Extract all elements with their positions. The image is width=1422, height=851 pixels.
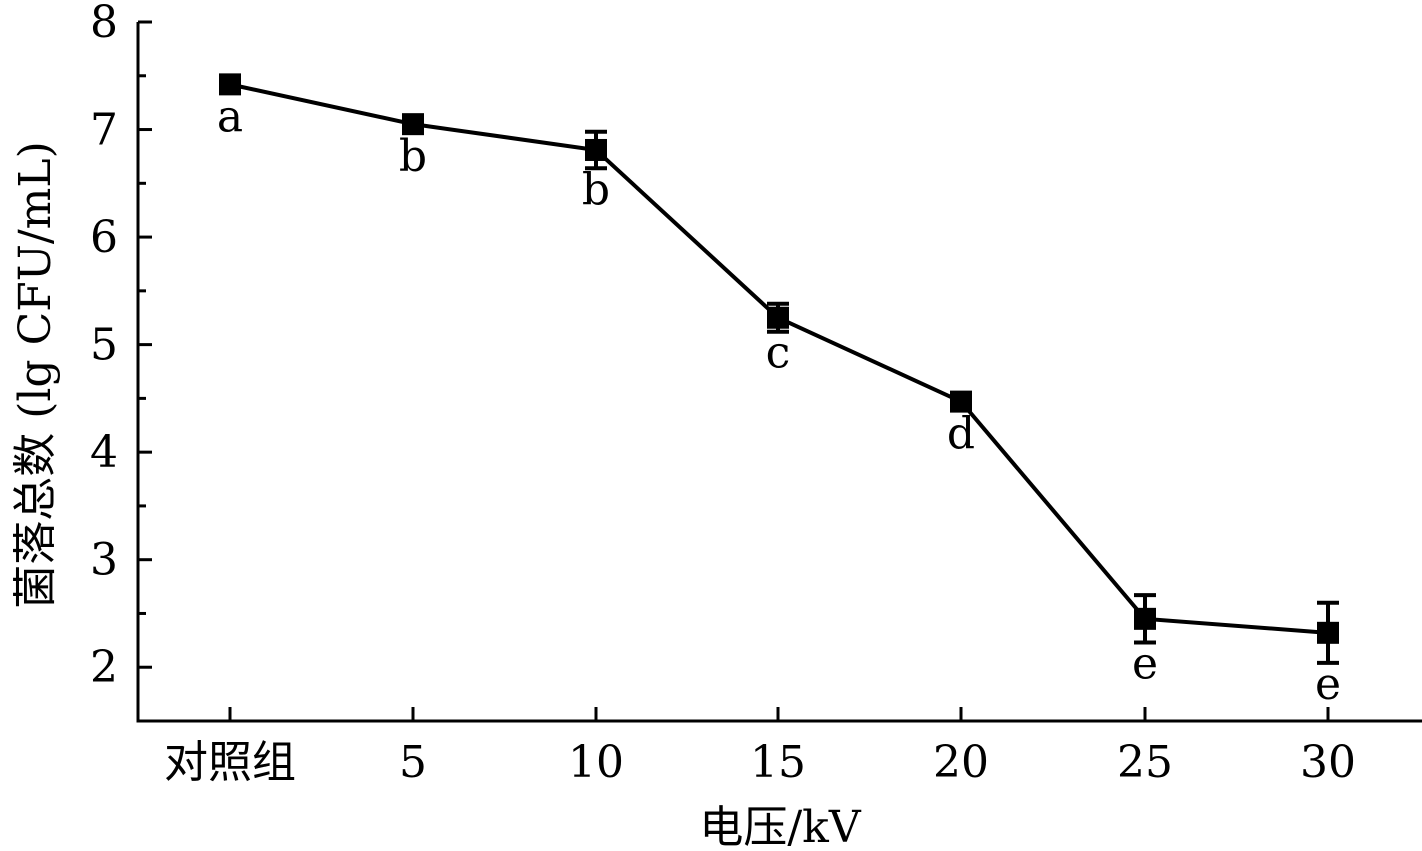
x-tick-label: 对照组 (164, 737, 296, 788)
y-axis: 2 3 4 5 6 7 8 (90, 0, 152, 723)
x-tick-label: 15 (750, 737, 806, 788)
data-point (1134, 607, 1156, 630)
x-axis-title: 电压/kV (699, 802, 861, 851)
y-tick-label: 2 (90, 642, 118, 693)
data-point (767, 306, 789, 329)
data-point (219, 73, 241, 96)
significance-letters: a b b c d e e (217, 91, 1341, 710)
y-axis-title: 菌落总数 (lg CFU/mL) (10, 141, 61, 609)
x-tick-label: 10 (568, 737, 624, 788)
data-markers (219, 73, 1339, 644)
y-tick-label: 3 (90, 535, 118, 586)
x-tick-label: 25 (1117, 737, 1173, 788)
y-tick-label: 4 (90, 427, 118, 478)
significance-letter: b (582, 164, 610, 215)
significance-letter: a (217, 91, 243, 142)
significance-letter: d (947, 409, 975, 460)
data-point (402, 113, 424, 136)
significance-letter: e (1315, 659, 1341, 710)
data-point (585, 138, 607, 161)
x-tick-label: 30 (1300, 737, 1356, 788)
y-tick-label: 8 (90, 0, 118, 48)
y-tick-label: 7 (90, 105, 118, 156)
y-tick-label: 6 (90, 212, 118, 263)
data-point (950, 390, 972, 413)
significance-letter: e (1132, 638, 1158, 689)
significance-letter: c (766, 328, 791, 379)
x-tick-label: 5 (399, 737, 427, 788)
significance-letter: b (399, 131, 427, 182)
y-tick-label: 5 (90, 320, 118, 371)
x-tick-label: 20 (933, 737, 989, 788)
data-point (1317, 621, 1339, 644)
x-axis: 对照组 5 10 15 20 25 30 (136, 707, 1422, 788)
